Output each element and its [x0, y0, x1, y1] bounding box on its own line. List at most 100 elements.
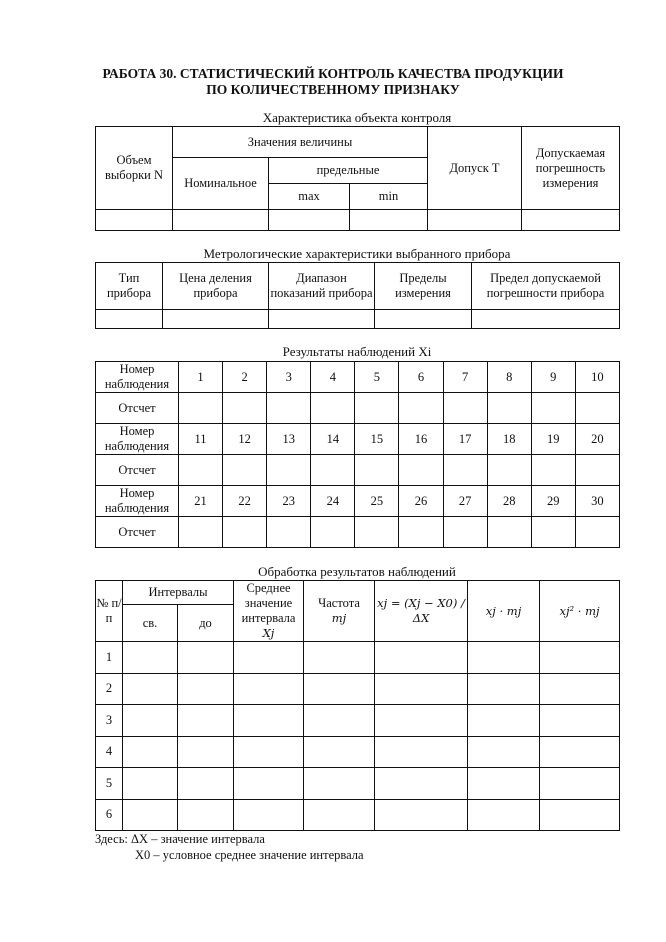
- input-cell[interactable]: [303, 735, 376, 768]
- input-cell[interactable]: [95, 309, 163, 329]
- header-cell: Значения величины: [172, 126, 428, 158]
- input-cell[interactable]: [122, 767, 178, 800]
- reading-cell[interactable]: [398, 454, 444, 486]
- reading-cell[interactable]: [486, 516, 532, 548]
- reading-cell[interactable]: [530, 392, 576, 424]
- input-cell[interactable]: [303, 767, 376, 800]
- input-cell[interactable]: [233, 641, 305, 674]
- input-cell[interactable]: [233, 672, 305, 705]
- reading-cell[interactable]: [354, 454, 400, 486]
- input-cell[interactable]: [467, 672, 541, 705]
- reading-cell[interactable]: [266, 454, 312, 486]
- reading-cell[interactable]: [574, 454, 620, 486]
- input-cell[interactable]: [122, 735, 178, 768]
- input-cell[interactable]: [539, 641, 621, 674]
- observation-number: 2: [222, 361, 268, 393]
- observation-number: 20: [574, 423, 620, 455]
- reading-cell[interactable]: [222, 516, 268, 548]
- reading-cell[interactable]: [177, 516, 224, 548]
- input-cell[interactable]: [303, 672, 376, 705]
- input-cell[interactable]: [95, 209, 173, 231]
- input-cell[interactable]: [539, 767, 621, 800]
- input-cell[interactable]: [539, 704, 621, 737]
- input-cell[interactable]: [471, 309, 620, 329]
- input-cell[interactable]: [122, 672, 178, 705]
- header-cell: Интервалы: [121, 580, 235, 605]
- reading-cell[interactable]: [310, 516, 356, 548]
- reading-cell[interactable]: [530, 516, 576, 548]
- reading-cell[interactable]: [486, 392, 532, 424]
- input-cell[interactable]: [374, 798, 469, 831]
- input-cell[interactable]: [427, 209, 522, 231]
- input-cell[interactable]: [374, 767, 469, 800]
- input-cell[interactable]: [539, 672, 621, 705]
- input-cell[interactable]: [122, 798, 178, 831]
- reading-cell[interactable]: [574, 516, 620, 548]
- input-cell[interactable]: [122, 704, 178, 737]
- input-cell[interactable]: [233, 767, 305, 800]
- reading-cell[interactable]: [530, 454, 576, 486]
- input-cell[interactable]: [467, 641, 541, 674]
- input-cell[interactable]: [303, 704, 376, 737]
- input-cell[interactable]: [176, 735, 235, 768]
- row-label: Номер наблюдения: [95, 485, 179, 517]
- table1-caption: Характеристика объекта контроля: [262, 110, 452, 125]
- input-cell[interactable]: [521, 209, 620, 231]
- row-label: Отсчет: [95, 392, 179, 424]
- reading-cell[interactable]: [310, 392, 356, 424]
- input-cell[interactable]: [303, 641, 376, 674]
- header-cell: xj = (Xj − X0) / ΔX: [374, 580, 469, 642]
- reading-cell[interactable]: [222, 392, 268, 424]
- row-label: Отсчет: [95, 516, 179, 548]
- input-cell[interactable]: [233, 798, 305, 831]
- reading-cell[interactable]: [442, 516, 488, 548]
- header-cell: предельные: [268, 157, 428, 184]
- input-cell[interactable]: [467, 798, 541, 831]
- input-cell[interactable]: [162, 309, 269, 329]
- input-cell[interactable]: [467, 735, 541, 768]
- input-cell[interactable]: [176, 767, 235, 800]
- input-cell[interactable]: [539, 735, 621, 768]
- input-cell[interactable]: [122, 641, 178, 674]
- table-row: 1: [95, 641, 621, 674]
- input-cell[interactable]: [374, 309, 472, 329]
- reading-cell[interactable]: [266, 516, 312, 548]
- reading-cell[interactable]: [222, 454, 268, 486]
- reading-cell[interactable]: [177, 392, 224, 424]
- input-cell[interactable]: [539, 798, 621, 831]
- reading-cell[interactable]: [354, 392, 400, 424]
- input-cell[interactable]: [233, 735, 305, 768]
- reading-cell[interactable]: [177, 454, 224, 486]
- reading-cell[interactable]: [266, 392, 312, 424]
- input-cell[interactable]: [176, 704, 235, 737]
- input-cell[interactable]: [176, 672, 235, 705]
- reading-cell[interactable]: [398, 516, 444, 548]
- reading-cell[interactable]: [354, 516, 400, 548]
- input-cell[interactable]: [233, 704, 305, 737]
- input-cell[interactable]: [467, 704, 541, 737]
- observation-number: 16: [398, 423, 444, 455]
- reading-cell[interactable]: [442, 392, 488, 424]
- row-number: 6: [95, 798, 123, 831]
- reading-cell[interactable]: [442, 454, 488, 486]
- reading-cell[interactable]: [398, 392, 444, 424]
- input-cell[interactable]: [176, 641, 235, 674]
- reading-cell[interactable]: [310, 454, 356, 486]
- input-cell[interactable]: [172, 209, 269, 231]
- input-cell[interactable]: [467, 767, 541, 800]
- observation-number: 11: [177, 423, 224, 455]
- observation-number: 9: [530, 361, 576, 393]
- input-cell[interactable]: [268, 309, 375, 329]
- reading-cell[interactable]: [486, 454, 532, 486]
- input-cell[interactable]: [268, 209, 350, 231]
- input-cell[interactable]: [374, 704, 469, 737]
- input-cell[interactable]: [349, 209, 428, 231]
- observation-number: 22: [222, 485, 268, 517]
- input-cell[interactable]: [374, 641, 469, 674]
- input-cell[interactable]: [176, 798, 235, 831]
- input-cell[interactable]: [303, 798, 376, 831]
- reading-cell[interactable]: [574, 392, 620, 424]
- input-cell[interactable]: [374, 735, 469, 768]
- input-cell[interactable]: [374, 672, 469, 705]
- row-label: Номер наблюдения: [95, 361, 179, 393]
